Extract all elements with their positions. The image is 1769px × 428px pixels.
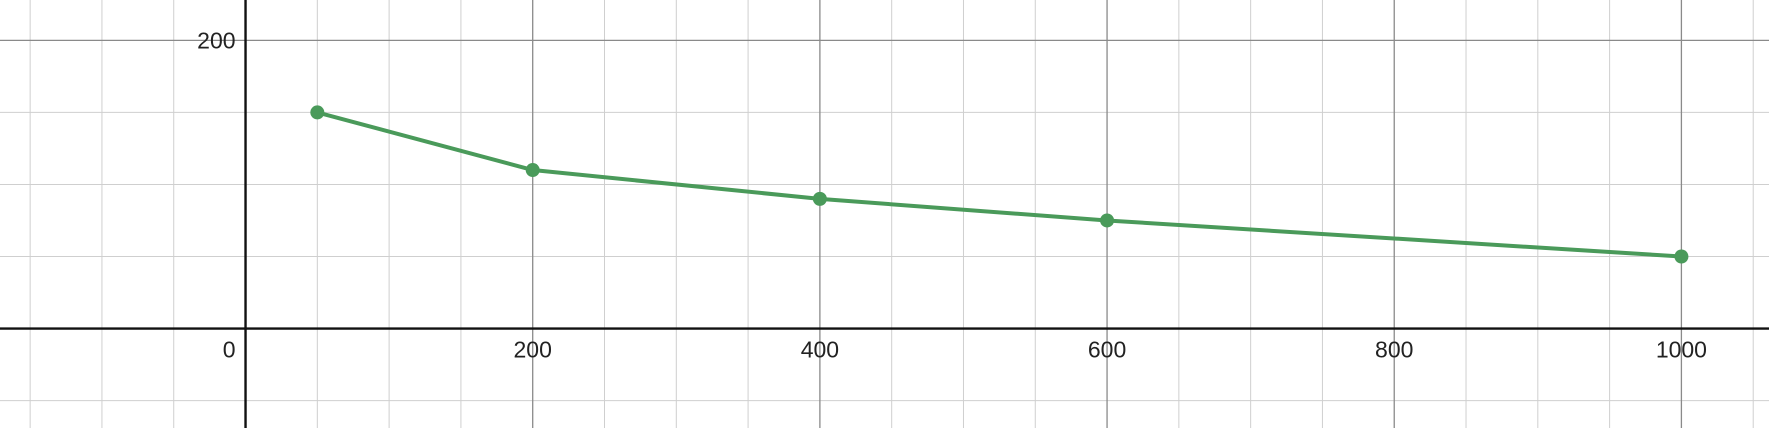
data-point[interactable] [525, 163, 540, 178]
y-tick-label: 200 [197, 27, 235, 53]
tick-labels: 200 400 600 800 1000 200 0 [197, 27, 1707, 362]
origin-label: 0 [223, 337, 236, 363]
data-point[interactable] [1674, 249, 1689, 264]
x-tick-label: 1000 [1656, 337, 1707, 363]
x-tick-label: 800 [1375, 337, 1413, 363]
x-tick-label: 200 [514, 337, 552, 363]
data-point[interactable] [812, 191, 827, 206]
x-tick-label: 600 [1088, 337, 1126, 363]
data-point[interactable] [1100, 213, 1115, 228]
series-layer [310, 105, 1689, 264]
x-tick-label: 400 [801, 337, 839, 363]
data-point[interactable] [310, 105, 325, 120]
